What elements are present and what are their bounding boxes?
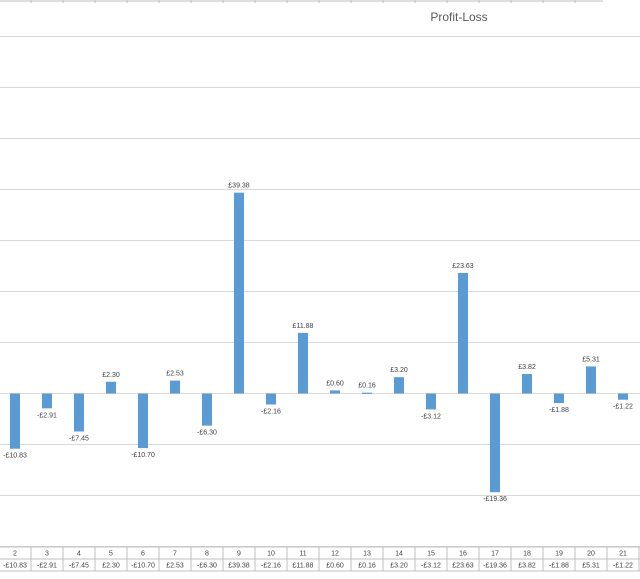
tick-label: 8 (205, 551, 209, 558)
table-value: £3.82 (518, 563, 536, 570)
table-value: -£1.88 (549, 563, 569, 570)
gridlines (0, 36, 640, 547)
data-label: £11.88 (293, 323, 314, 330)
bar (170, 380, 180, 394)
data-label: £3.20 (390, 367, 408, 374)
tick-label: 7 (173, 551, 177, 558)
data-label: £5.31 (582, 356, 600, 363)
table-value: £3.20 (390, 563, 408, 570)
tick-label: 6 (141, 551, 145, 558)
tick-label: 17 (491, 551, 499, 558)
table-value: £23.63 (452, 563, 474, 570)
table-value: £2.53 (166, 563, 184, 570)
table-value: £5.31 (582, 563, 600, 570)
data-label: £0.60 (326, 380, 344, 387)
top-table-stub (0, 0, 603, 3)
bar (394, 377, 404, 394)
table-value: £11.88 (293, 563, 314, 570)
tick-label: 3 (45, 551, 49, 558)
bar (106, 381, 116, 394)
data-label: £3.82 (518, 364, 536, 371)
bar (138, 393, 148, 449)
bar (298, 332, 308, 394)
data-table: 2 -£10.83 3 -£2.91 4 -£7.45 5 £2.30 6 -£10.70 7 £2.… (0, 546, 640, 572)
bar (74, 393, 84, 432)
data-label: -£19.36 (483, 496, 507, 503)
tick-label: 16 (459, 551, 467, 558)
tick-label: 2 (13, 551, 17, 558)
tick-label: 18 (523, 551, 531, 558)
data-label: -£1.22 (613, 404, 633, 411)
data-label: -£10.70 (131, 452, 155, 459)
bar (202, 393, 212, 426)
data-label: -£2.16 (261, 409, 281, 416)
tick-label: 10 (267, 551, 275, 558)
tick-label: 11 (299, 551, 306, 558)
bar (490, 393, 500, 493)
data-label: -£2.91 (37, 412, 57, 419)
bar (330, 390, 340, 394)
table-value: -£6.30 (197, 563, 217, 570)
tick-label: 12 (331, 551, 339, 558)
table-value: £0.60 (326, 563, 344, 570)
data-label: -£1.88 (549, 407, 569, 414)
table-value: £0.16 (358, 563, 376, 570)
bar (618, 393, 628, 400)
bar (458, 272, 468, 394)
tick-label: 4 (77, 551, 81, 558)
table-value: -£2.16 (261, 563, 281, 570)
bar (362, 392, 372, 394)
data-labels: -£10.83 -£2.91 -£7.45 £2.30 -£10.70 £2.53 -£6.… (3, 183, 633, 504)
bar (554, 393, 564, 404)
bar (522, 374, 532, 394)
bar (266, 393, 276, 405)
tick-label: 15 (427, 551, 435, 558)
chart-title: Profit-Loss (430, 10, 487, 24)
table-value: -£2.91 (37, 563, 57, 570)
tick-label: 13 (363, 551, 371, 558)
data-label: -£6.30 (197, 430, 217, 437)
table-value: -£10.83 (3, 563, 27, 570)
tick-label: 9 (237, 551, 241, 558)
data-label: £23.63 (452, 263, 474, 270)
table-value: -£19.36 (483, 563, 507, 570)
table-value: -£10.70 (131, 563, 155, 570)
data-label: £39.38 (228, 183, 250, 190)
data-label: £0.16 (358, 383, 376, 390)
data-label: -£10.83 (3, 453, 27, 460)
table-value: -£3.12 (421, 563, 441, 570)
tick-label: 20 (587, 551, 595, 558)
bar-series (10, 192, 628, 493)
table-value: -£7.45 (69, 563, 89, 570)
table-value: -£1.22 (613, 563, 633, 570)
bar (234, 192, 244, 394)
tick-label: 21 (619, 551, 627, 558)
tick-label: 5 (109, 551, 113, 558)
bar (426, 393, 436, 410)
data-label: -£3.12 (421, 413, 441, 420)
data-label: £2.30 (102, 372, 120, 379)
bar (586, 366, 596, 394)
data-label: -£7.45 (69, 435, 89, 442)
bar (10, 393, 20, 449)
tick-label: 14 (395, 551, 403, 558)
table-value: £2.30 (102, 563, 120, 570)
data-label: £2.53 (166, 371, 184, 378)
tick-label: 19 (555, 551, 563, 558)
bar (42, 393, 52, 409)
table-value: £39.38 (228, 563, 250, 570)
